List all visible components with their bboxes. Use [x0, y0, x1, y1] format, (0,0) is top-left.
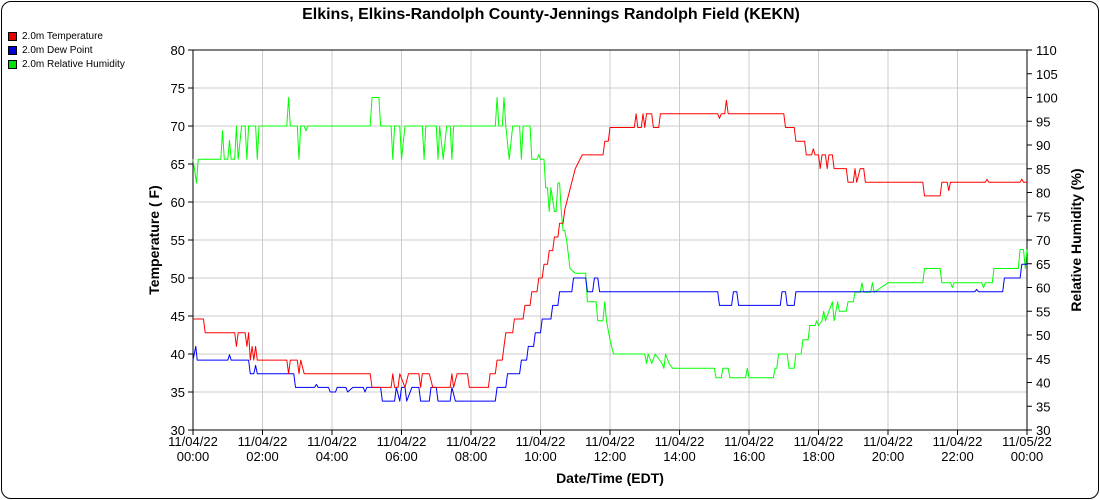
left-tick-label: 30: [171, 423, 185, 438]
x-tick-date: 11/04/22: [933, 434, 983, 449]
x-tick-date: 11/04/22: [585, 434, 635, 449]
right-tick-label: 80: [1036, 186, 1050, 201]
x-tick-time: 02:00: [246, 449, 279, 464]
right-tick-label: 65: [1036, 257, 1050, 272]
x-tick-time: 10:00: [524, 449, 557, 464]
legend-item-dew-point: 2.0m Dew Point: [8, 43, 125, 57]
x-tick-time: 12:00: [594, 449, 627, 464]
x-tick-date: 11/04/22: [794, 434, 844, 449]
x-tick-time: 06:00: [385, 449, 418, 464]
x-tick-date: 11/04/22: [307, 434, 357, 449]
left-tick-label: 45: [171, 309, 185, 324]
legend-item-temperature: 2.0m Temperature: [8, 29, 125, 43]
x-tick-date: 11/05/22: [1002, 434, 1052, 449]
right-axis-title: Relative Humidity (%): [1068, 168, 1084, 311]
right-tick-label: 110: [1036, 43, 1057, 58]
right-tick-label: 50: [1036, 328, 1050, 343]
x-tick-date: 11/04/22: [168, 434, 218, 449]
legend-label-temperature: 2.0m Temperature: [22, 30, 103, 42]
left-tick-label: 75: [171, 81, 185, 96]
x-tick-time: 16:00: [733, 449, 766, 464]
x-tick-date: 11/04/22: [863, 434, 913, 449]
right-tick-label: 105: [1036, 67, 1058, 82]
legend: 2.0m Temperature 2.0m Dew Point 2.0m Rel…: [8, 29, 125, 71]
series-line-dew-point: [192, 263, 1027, 402]
left-tick-label: 40: [171, 347, 185, 362]
left-tick-label: 60: [171, 195, 185, 210]
x-tick-time: 22:00: [941, 449, 974, 464]
left-axis-title: Temperature ( F): [146, 185, 162, 294]
right-tick-label: 45: [1036, 352, 1050, 367]
series-group: [192, 97, 1028, 402]
x-tick-date: 11/04/22: [446, 434, 496, 449]
right-tick-label: 40: [1036, 376, 1050, 391]
left-tick-label: 80: [171, 43, 185, 58]
x-tick-date: 11/04/22: [516, 434, 566, 449]
left-tick-label: 35: [171, 385, 185, 400]
x-tick-time: 08:00: [455, 449, 488, 464]
x-tick-time: 18:00: [802, 449, 835, 464]
legend-swatch-dew-point: [8, 45, 17, 55]
x-tick-time: 00:00: [1011, 449, 1044, 464]
x-tick-time: 14:00: [663, 449, 696, 464]
right-tick-label: 90: [1036, 138, 1050, 153]
right-tick-label: 85: [1036, 162, 1050, 177]
x-axis: 11/04/2200:0011/04/2202:0011/04/2204:001…: [168, 430, 1052, 464]
x-tick-date: 11/04/22: [655, 434, 705, 449]
x-tick-date: 11/04/22: [377, 434, 427, 449]
series-line-temperature: [193, 99, 1027, 388]
chart-title: Elkins, Elkins-Randolph County-Jennings …: [302, 6, 800, 23]
x-tick-time: 20:00: [872, 449, 905, 464]
legend-label-relative-humidity: 2.0m Relative Humidity: [22, 58, 125, 70]
right-tick-label: 75: [1036, 209, 1050, 224]
left-axis: 30 35 40 45 50 55 60 65 70 75 80: [171, 43, 193, 438]
right-tick-label: 70: [1036, 233, 1050, 248]
right-tick-label: 60: [1036, 281, 1050, 296]
grid: [192, 49, 1028, 431]
legend-swatch-temperature: [8, 31, 17, 41]
legend-item-relative-humidity: 2.0m Relative Humidity: [8, 57, 125, 71]
left-tick-label: 65: [171, 157, 185, 172]
right-tick-label: 35: [1036, 399, 1050, 414]
left-tick-label: 55: [171, 233, 185, 248]
right-tick-label: 55: [1036, 304, 1050, 319]
x-tick-date: 11/04/22: [238, 434, 288, 449]
left-tick-label: 70: [171, 119, 185, 134]
right-tick-label: 100: [1036, 91, 1058, 106]
left-tick-label: 50: [171, 271, 185, 286]
legend-swatch-relative-humidity: [8, 59, 17, 69]
legend-label-dew-point: 2.0m Dew Point: [22, 44, 93, 56]
x-tick-date: 11/04/22: [724, 434, 774, 449]
x-axis-title: Date/Time (EDT): [556, 470, 664, 486]
right-tick-label: 95: [1036, 114, 1050, 129]
x-tick-time: 00:00: [177, 449, 210, 464]
series-line-relative-humidity: [192, 97, 1028, 379]
right-axis: 30 35 40 45 50 55 60 65 70 75 80 85 90 95 100 105 110: [1027, 43, 1058, 438]
right-tick-label: 30: [1036, 423, 1050, 438]
x-tick-time: 04:00: [316, 449, 349, 464]
